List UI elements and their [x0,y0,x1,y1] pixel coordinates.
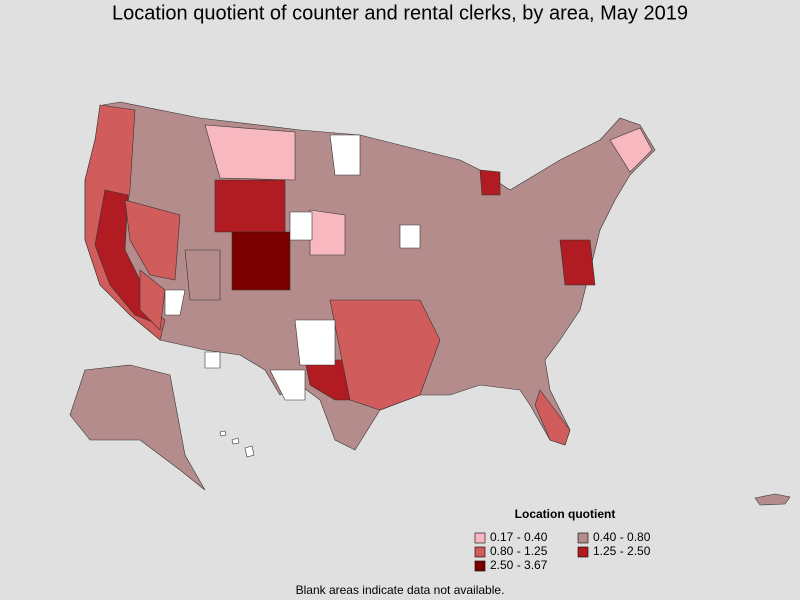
region [231,231,291,291]
region [214,179,286,233]
legend-swatch [474,546,486,558]
legend-label: 2.50 - 3.67 [490,558,548,572]
region [609,127,653,173]
legend-title: Location quotient [515,507,616,521]
region [534,389,571,446]
region [479,169,501,196]
region [139,269,166,331]
hawaii-island [244,445,255,458]
legend-label: 1.25 - 2.50 [593,544,651,558]
no-data-area [269,369,306,401]
legend: 0.17 - 0.40 0.40 - 0.80 0.80 - 1.25 1.25 - … [474,530,651,572]
land-area [754,493,791,506]
region [329,299,441,411]
legend-label: 0.40 - 0.80 [593,530,651,544]
legend-swatch [474,560,486,572]
hawaii-island [219,430,227,437]
footnote: Blank areas indicate data not available. [296,583,505,597]
region [204,124,296,181]
map [69,101,791,506]
legend-swatch [577,546,589,558]
map-title: Location quotient of counter and rental … [112,2,688,24]
no-data-area [204,351,221,369]
region [559,239,596,286]
legend-label: 0.80 - 1.25 [490,544,548,558]
legend-swatch [577,532,589,544]
no-data-area [399,224,421,249]
region [124,199,181,281]
region [184,249,221,301]
land-area [69,364,206,491]
region [84,104,166,341]
no-data-area [329,134,361,176]
legend-label: 0.17 - 0.40 [490,530,548,544]
hawaii-island [231,437,240,445]
no-data-area [289,211,313,241]
no-data-area [294,319,336,366]
legend-swatch [474,532,486,544]
region [309,209,346,256]
no-data-area [164,289,186,316]
